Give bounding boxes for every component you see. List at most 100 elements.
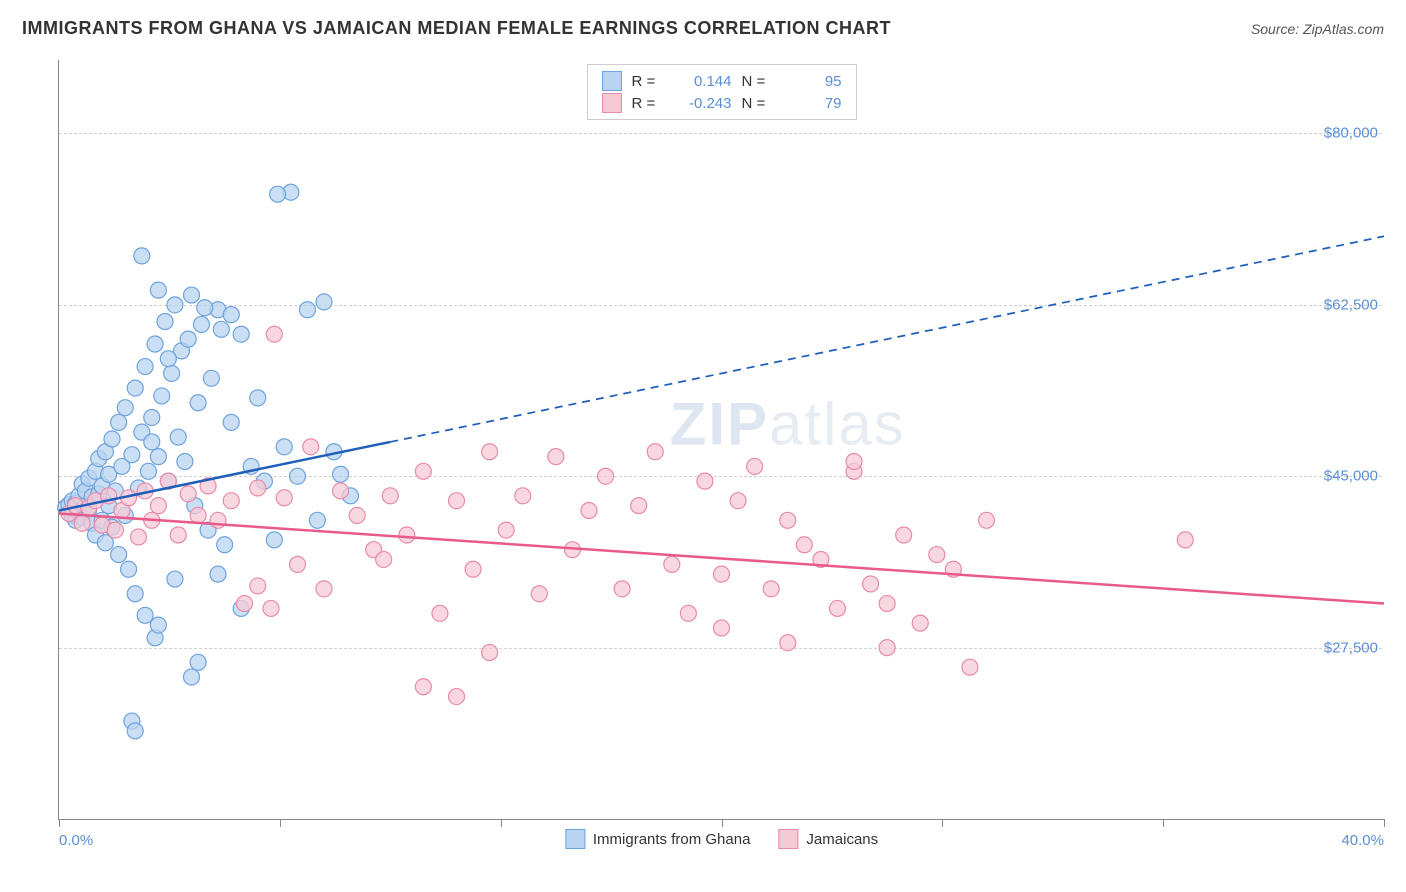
scatter-point [184,669,200,685]
chart-header: IMMIGRANTS FROM GHANA VS JAMAICAN MEDIAN… [0,0,1406,47]
x-axis-min-label: 0.0% [59,832,93,849]
scatter-point [796,537,812,553]
scatter-point [929,547,945,563]
scatter-point [399,527,415,543]
scatter-point [117,400,133,416]
scatter-point [714,620,730,636]
n-value-jamaica: 79 [786,95,842,112]
scatter-point [829,600,845,616]
scatter-point [962,659,978,675]
scatter-point [147,336,163,352]
legend-swatch-icon [778,829,798,849]
scatter-point [237,596,253,612]
scatter-point [498,522,514,538]
scatter-point [210,566,226,582]
scatter-point [266,532,282,548]
scatter-point [548,449,564,465]
scatter-point [131,529,147,545]
x-tick [280,819,281,827]
scatter-point [150,617,166,633]
scatter-point [160,351,176,367]
series-legend: Immigrants from Ghana Jamaicans [565,829,878,849]
legend-row-ghana: R = 0.144 N = 95 [602,71,842,91]
scatter-point [190,654,206,670]
scatter-point [223,414,239,430]
x-tick [1384,819,1385,827]
scatter-point [449,493,465,509]
scatter-point [763,581,779,597]
legend-row-jamaica: R = -0.243 N = 79 [602,93,842,113]
scatter-point [124,447,140,463]
scatter-point [276,490,292,506]
scatter-point [180,331,196,347]
scatter-point [581,503,597,519]
legend-swatch-jamaica [602,93,622,113]
scatter-point [157,313,173,329]
scatter-point [647,444,663,460]
scatter-point [863,576,879,592]
legend-item-ghana: Immigrants from Ghana [565,829,751,849]
scatter-point [150,498,166,514]
scatter-point [449,689,465,705]
scatter-point [74,515,90,531]
scatter-point [714,566,730,582]
x-tick [59,819,60,827]
scatter-point [349,507,365,523]
scatter-point [197,300,213,316]
plot-area: ZIPatlas R = 0.144 N = 95 R = -0.243 N =… [58,60,1384,820]
scatter-point [299,302,315,318]
scatter-point [846,454,862,470]
plot-svg [59,60,1384,819]
scatter-point [203,370,219,386]
scatter-point [316,581,332,597]
scatter-point [150,449,166,465]
scatter-point [432,605,448,621]
scatter-point [223,493,239,509]
scatter-point [912,615,928,631]
trend-line-extrapolated [390,236,1384,442]
scatter-point [170,429,186,445]
scatter-point [167,297,183,313]
scatter-point [780,635,796,651]
scatter-point [309,512,325,528]
scatter-point [664,556,680,572]
chart-title: IMMIGRANTS FROM GHANA VS JAMAICAN MEDIAN… [22,18,891,39]
scatter-point [879,596,895,612]
legend-label-jamaica: Jamaicans [806,831,878,848]
r-label: R = [632,73,666,90]
scatter-point [333,483,349,499]
scatter-point [154,388,170,404]
scatter-point [290,556,306,572]
scatter-point [107,522,123,538]
scatter-point [104,431,120,447]
scatter-point [697,473,713,489]
scatter-point [144,434,160,450]
scatter-point [134,248,150,264]
x-axis-max-label: 40.0% [1341,832,1384,849]
scatter-point [376,551,392,567]
scatter-point [190,395,206,411]
scatter-point [747,458,763,474]
chart-source: Source: ZipAtlas.com [1251,21,1384,37]
scatter-point [415,679,431,695]
scatter-point [303,439,319,455]
legend-swatch-icon [565,829,585,849]
scatter-point [210,512,226,528]
legend-swatch-ghana [602,71,622,91]
scatter-point [266,326,282,342]
scatter-point [730,493,746,509]
n-label: N = [742,73,776,90]
n-label: N = [742,95,776,112]
scatter-point [127,586,143,602]
scatter-point [382,488,398,504]
scatter-point [140,463,156,479]
scatter-point [515,488,531,504]
scatter-point [614,581,630,597]
scatter-point [111,414,127,430]
scatter-point [164,365,180,381]
scatter-point [631,498,647,514]
x-tick [722,819,723,827]
scatter-point [184,287,200,303]
scatter-point [290,468,306,484]
scatter-point [465,561,481,577]
